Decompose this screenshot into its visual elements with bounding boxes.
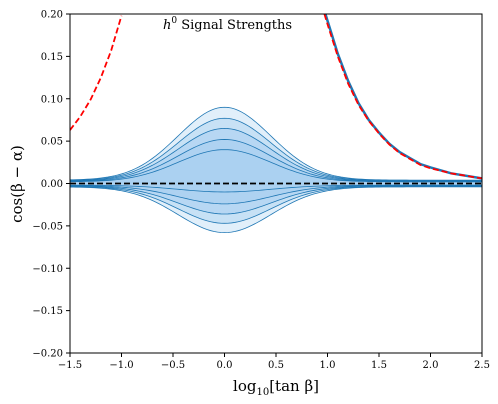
x-tick-label: 1.5 (371, 360, 387, 371)
curves (70, 14, 482, 185)
y-tick-label: 0.15 (41, 52, 63, 63)
x-axis-title-pre: log (233, 377, 257, 395)
title-prefix: h (163, 18, 171, 33)
x-tick-label: −1.5 (58, 360, 82, 371)
y-axis-ticks: −0.20 −0.15 −0.10 −0.05 0.00 0.05 0.10 0.15 0.20 (32, 10, 70, 360)
y-tick-label: −0.05 (32, 221, 63, 232)
x-axis-title-post: [tan β] (269, 377, 319, 395)
signal-strength-bands (70, 106, 482, 234)
plot-title: h0 Signal Strengths (163, 16, 292, 33)
y-tick-label: −0.15 (32, 306, 63, 317)
y-tick-label: −0.10 (32, 264, 63, 275)
x-tick-label: 0.0 (217, 360, 233, 371)
x-tick-label: 1.0 (320, 360, 336, 371)
x-tick-label: −0.5 (161, 360, 185, 371)
y-tick-label: −0.20 (32, 349, 63, 360)
x-tick-label: 2.5 (474, 360, 490, 371)
red-dashed-curve-left (70, 15, 123, 131)
x-tick-label: 2.0 (423, 360, 439, 371)
x-axis-ticks: −1.5 −1.0 −0.5 0.0 0.5 1.0 1.5 2.0 2.5 (58, 353, 490, 371)
signal-band-5 (70, 149, 482, 193)
y-axis-title: cos(β − α) (8, 145, 26, 223)
title-superscript: 0 (171, 16, 177, 26)
blue-boundary-curve (324, 14, 482, 180)
x-axis-title-sub: 10 (256, 387, 269, 398)
y-tick-label: 0.00 (41, 179, 63, 190)
title-rest: Signal Strengths (177, 18, 292, 33)
y-tick-label: 0.20 (41, 10, 63, 21)
x-tick-label: 0.5 (268, 360, 284, 371)
x-axis-title: log10[tan β] (233, 377, 319, 398)
red-dashed-curve-right (323, 14, 482, 180)
x-tick-label: −1.0 (109, 360, 133, 371)
y-tick-label: 0.10 (41, 94, 63, 105)
y-tick-label: 0.05 (41, 137, 63, 148)
